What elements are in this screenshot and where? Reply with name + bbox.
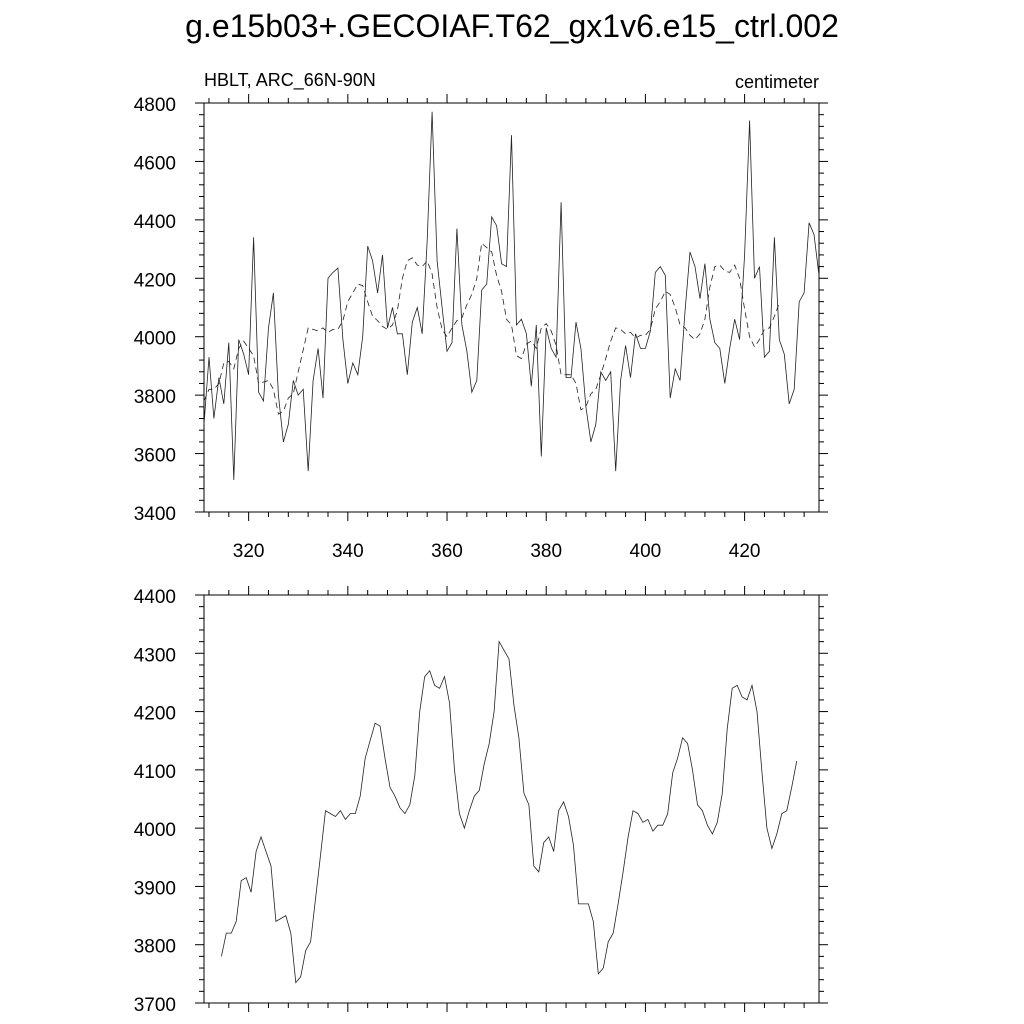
chart-top: 3400 3600 3800 4000 4200 4400 4600 4800 320 340 36… <box>134 70 828 562</box>
right-string: centimeter <box>735 72 819 92</box>
plot-frame <box>203 102 820 513</box>
y-tick-label: 3600 <box>134 446 176 467</box>
y-tick-label: 4300 <box>134 645 176 666</box>
x-tick-label: 360 <box>431 541 463 562</box>
y-tick-label: 4100 <box>134 762 176 783</box>
y-tick-label: 3800 <box>134 387 176 408</box>
plot-frame <box>203 594 820 1004</box>
x-tick-label: 340 <box>332 541 364 562</box>
y-tick-label: 3800 <box>134 937 176 958</box>
series-line-running-mean <box>221 640 798 984</box>
main-title: g.e15b03+.GECOIAF.T62_gx1v6.e15_ctrl.002 <box>185 8 839 44</box>
y-tick-label: 4400 <box>134 212 176 233</box>
y-tick-label: 4000 <box>134 820 176 841</box>
x-tick-label: 380 <box>530 541 562 562</box>
y-tick-label: 4200 <box>134 704 176 725</box>
x-tick-label: 400 <box>630 541 662 562</box>
series-line-monthly <box>203 111 820 480</box>
y-tick-label: 3400 <box>134 504 176 525</box>
y-tick-label: 3900 <box>134 878 176 899</box>
left-string: HBLT, ARC_66N-90N <box>204 70 376 91</box>
y-tick-label: 4800 <box>134 95 176 116</box>
y-tick-label: 4400 <box>134 587 176 608</box>
y-tick-label: 4000 <box>134 329 176 350</box>
chart-bottom: 3700 3800 3900 4000 4100 4200 4300 4400 <box>134 586 828 1016</box>
y-tick-label: 3700 <box>134 995 176 1016</box>
x-tick-label: 320 <box>233 541 265 562</box>
x-tick-label: 420 <box>729 541 761 562</box>
series-line-running-mean <box>203 242 780 415</box>
y-tick-label: 4200 <box>134 270 176 291</box>
y-tick-label: 4600 <box>134 153 176 174</box>
